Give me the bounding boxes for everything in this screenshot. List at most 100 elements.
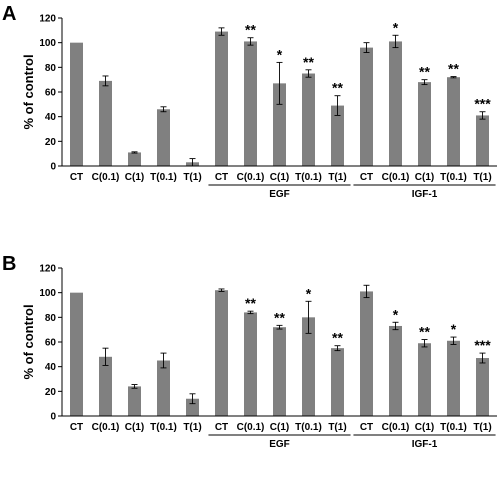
panel-b-significance-9: ** <box>332 330 343 346</box>
panel-a-category-label-7: C(1) <box>270 172 289 183</box>
panel-a-y-tick-label-2: 40 <box>45 112 57 123</box>
panel-b-significance-14: *** <box>474 337 491 353</box>
panel-b-y-tick-label-2: 40 <box>45 362 57 373</box>
panel-a-letter: A <box>2 3 16 25</box>
panel-a-category-label-10: CT <box>360 172 373 183</box>
panel-a-category-label-9: T(1) <box>328 172 346 183</box>
panel-a-significance-9: ** <box>332 80 343 96</box>
panel-b-bar-14 <box>476 358 489 416</box>
panel-b-bar-13 <box>447 340 460 416</box>
panel-a-bar-6 <box>244 41 257 166</box>
panel-b-significance-8: * <box>306 285 312 301</box>
panel-a-bar-11 <box>389 41 402 166</box>
panel-a-bar-7 <box>273 83 286 166</box>
panel-a-bar-13 <box>447 77 460 166</box>
panel-b-category-label-11: C(0.1) <box>382 422 410 433</box>
panel-b-bar-8 <box>302 317 315 416</box>
panel-b-bar-10 <box>360 291 373 416</box>
panel-a-bar-8 <box>302 73 315 166</box>
panel-a-y-tick-label-5: 100 <box>39 38 56 49</box>
panel-b-bar-11 <box>389 325 402 416</box>
panel-a-y-tick-label-4: 80 <box>45 63 57 74</box>
panel-b-y-tick-label-1: 20 <box>45 387 57 398</box>
panel-b-significance-12: ** <box>419 324 430 340</box>
panel-a-significance-6: ** <box>245 22 256 38</box>
panel-b-category-label-14: T(1) <box>473 422 491 433</box>
panel-a-significance-7: * <box>277 46 283 62</box>
panel-a-significance-11: * <box>393 19 399 35</box>
panel-a-bar-0 <box>70 42 83 166</box>
panel-a-y-tick-label-3: 60 <box>45 88 57 99</box>
panel-a-bar-12 <box>418 82 431 166</box>
panel-b-y-axis-label: % of control <box>21 304 36 379</box>
panel-b-significance-7: ** <box>274 309 285 325</box>
panel-a-category-label-6: C(0.1) <box>237 172 265 183</box>
panel-b-category-label-5: CT <box>215 422 228 433</box>
panel-b-category-label-8: T(0.1) <box>295 422 322 433</box>
panel-a-y-tick-label-6: 120 <box>39 14 56 25</box>
panel-a-category-label-8: T(0.1) <box>295 172 322 183</box>
panel-b-y-tick-label-5: 100 <box>39 288 56 299</box>
panel-b-category-label-7: C(1) <box>270 422 289 433</box>
panel-b-bar-12 <box>418 343 431 416</box>
panel-a-bar-14 <box>476 115 489 166</box>
panel-b-y-tick-label-0: 0 <box>50 412 56 423</box>
panel-a-significance-13: ** <box>448 61 459 77</box>
panel-a-y-tick-label-0: 0 <box>50 162 56 173</box>
panel-b-category-label-13: T(0.1) <box>440 422 467 433</box>
panel-a-bar-9 <box>331 105 344 166</box>
panel-b-y-tick-label-6: 120 <box>39 264 56 275</box>
panel-b-bar-9 <box>331 348 344 416</box>
panel-b-category-label-4: T(1) <box>183 422 201 433</box>
panel-b-y-tick-label-3: 60 <box>45 338 57 349</box>
panel-b-bar-3 <box>157 360 170 416</box>
panel-b-category-label-9: T(1) <box>328 422 346 433</box>
panel-a-y-tick-label-1: 20 <box>45 137 57 148</box>
panel-a-bar-5 <box>215 31 228 166</box>
panel-a-category-label-5: CT <box>215 172 228 183</box>
panel-a-bar-3 <box>157 109 170 166</box>
panel-b-bar-4 <box>186 398 199 416</box>
panel-a-bar-1 <box>99 80 112 166</box>
panel-b-bar-2 <box>128 386 141 416</box>
panel-a-category-label-14: T(1) <box>473 172 491 183</box>
panel-a-significance-8: ** <box>303 54 314 70</box>
panel-a-category-label-12: C(1) <box>415 172 434 183</box>
panel-a-bar-10 <box>360 47 373 166</box>
panel-b-category-label-3: T(0.1) <box>150 422 177 433</box>
panel-b-y-tick-label-4: 80 <box>45 313 57 324</box>
panel-a-group-label-1: IGF-1 <box>412 189 438 200</box>
panel-a-category-label-1: C(0.1) <box>92 172 120 183</box>
panel-a-bar-2 <box>128 152 141 166</box>
panel-b-category-label-2: C(1) <box>125 422 144 433</box>
panel-b-significance-13: * <box>451 321 457 337</box>
panel-b-category-label-0: CT <box>70 422 83 433</box>
panel-b-letter: B <box>2 253 16 275</box>
panel-a-significance-14: *** <box>474 96 491 112</box>
panel-a-significance-12: ** <box>419 64 430 80</box>
panel-b-bar-0 <box>70 292 83 416</box>
panel-b-category-label-10: CT <box>360 422 373 433</box>
panel-b-group-label-1: IGF-1 <box>412 439 438 450</box>
panel-a-category-label-2: C(1) <box>125 172 144 183</box>
panel-b-bar-6 <box>244 312 257 416</box>
panel-a-category-label-3: T(0.1) <box>150 172 177 183</box>
panel-b-bar-5 <box>215 290 228 416</box>
panel-b-bar-7 <box>273 327 286 416</box>
panel-b-bar-1 <box>99 356 112 416</box>
panel-b-category-label-12: C(1) <box>415 422 434 433</box>
panel-b-significance-6: ** <box>245 295 256 311</box>
panel-a-category-label-0: CT <box>70 172 83 183</box>
panel-a-category-label-11: C(0.1) <box>382 172 410 183</box>
panel-b-significance-11: * <box>393 306 399 322</box>
panel-a-group-label-0: EGF <box>269 189 290 200</box>
panel-b-category-label-1: C(0.1) <box>92 422 120 433</box>
panel-a-category-label-4: T(1) <box>183 172 201 183</box>
panel-a-category-label-13: T(0.1) <box>440 172 467 183</box>
panel-a-y-axis-label: % of control <box>21 54 36 129</box>
panel-b-group-label-0: EGF <box>269 439 290 450</box>
panel-b-category-label-6: C(0.1) <box>237 422 265 433</box>
